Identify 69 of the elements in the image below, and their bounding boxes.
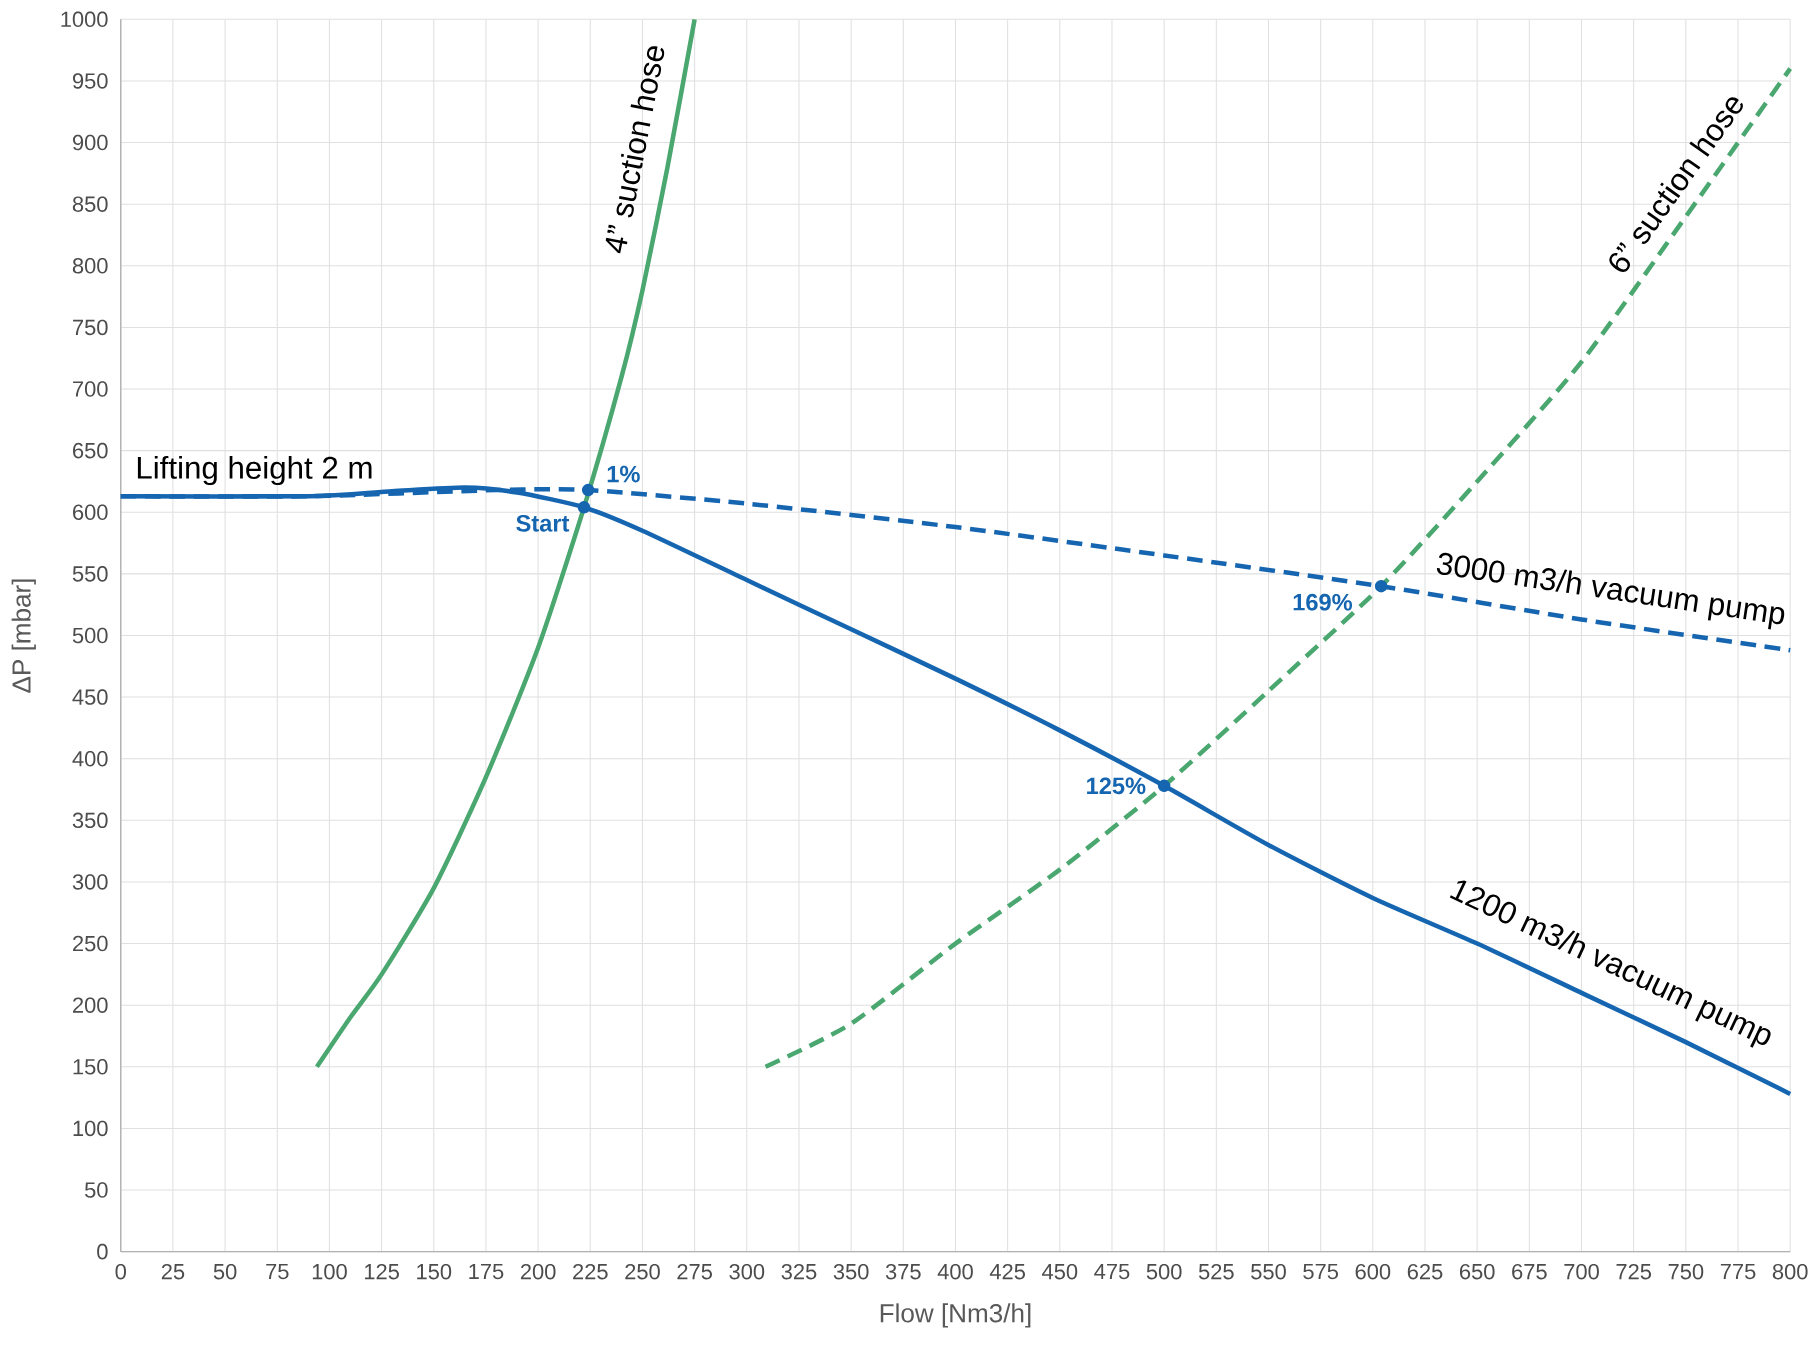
line-series — [314, 17, 697, 1070]
x-tick-label: 600 — [1355, 1264, 1391, 1280]
y-tick-label: 950 — [72, 73, 108, 89]
annotation: Start — [516, 515, 570, 532]
y-axis-title: ΔP [mbar] — [11, 579, 36, 693]
y-tick-label: 750 — [73, 319, 108, 336]
x-tick-label: 0 — [115, 1264, 126, 1280]
y-tick-label: 300 — [72, 874, 108, 890]
point — [577, 501, 591, 514]
x-tick-label: 300 — [729, 1264, 765, 1280]
x-tick-label: 150 — [417, 1264, 452, 1280]
y-tick-label: 50 — [84, 1182, 108, 1198]
y-tick-label: 550 — [72, 566, 108, 582]
x-tick-label: 400 — [937, 1264, 973, 1280]
x-tick-label: 525 — [1198, 1264, 1234, 1280]
x-tick-label: 800 — [1772, 1264, 1808, 1280]
x-tick-label: 75 — [266, 1264, 289, 1280]
annotation: 1% — [607, 465, 640, 483]
x-tick-label: 625 — [1407, 1264, 1443, 1280]
y-tick-label: 250 — [73, 935, 108, 952]
y-tick-label: 100 — [73, 1120, 108, 1137]
y-tick-label: 400 — [72, 751, 108, 767]
text: 4” suction hose — [605, 46, 665, 254]
line-series — [763, 66, 1793, 1070]
x-tick-label: 200 — [520, 1264, 556, 1280]
y-tick-label: 800 — [72, 258, 108, 274]
x-tick-label: 100 — [312, 1264, 347, 1280]
y-tick-label: 150 — [73, 1059, 108, 1075]
x-tick-label: 550 — [1251, 1264, 1286, 1280]
y-tick-label: 0 — [97, 1244, 108, 1260]
x-tick-label: 650 — [1459, 1264, 1495, 1280]
annotation: 125% — [1087, 777, 1146, 795]
y-tick-label: 350 — [72, 812, 108, 829]
y-tick-label: 650 — [73, 443, 108, 459]
x-tick-label: 325 — [781, 1264, 817, 1280]
y-tick-label: 450 — [72, 689, 108, 706]
annotation: 169% — [1293, 594, 1353, 611]
x-tick-label: 225 — [573, 1264, 608, 1280]
x-tick-label: 675 — [1512, 1264, 1547, 1280]
x-tick-label: 25 — [161, 1264, 185, 1280]
x-tick-label: 250 — [625, 1264, 660, 1280]
y-tick-label: 200 — [73, 997, 108, 1014]
x-tick-label: 775 — [1720, 1264, 1756, 1280]
x-tick-label: 725 — [1616, 1264, 1652, 1280]
point — [1374, 580, 1388, 593]
annotation: Lifting height 2 m — [137, 456, 372, 486]
y-tick-label: 850 — [72, 196, 108, 213]
text: 3000 m3/h vacuum pump — [1436, 553, 1785, 630]
x-tick-label: 450 — [1042, 1264, 1078, 1280]
x-tick-label: 575 — [1303, 1264, 1339, 1280]
x-tick-label: 700 — [1564, 1264, 1599, 1280]
y-tick-label: 900 — [72, 134, 108, 151]
x-tick-label: 750 — [1668, 1264, 1704, 1280]
y-tick-label: 700 — [73, 381, 108, 397]
point — [1157, 779, 1171, 793]
x-tick-label: 375 — [885, 1264, 921, 1280]
x-tick-label: 50 — [213, 1264, 237, 1280]
x-axis-title: Flow [Nm3/h] — [880, 1303, 1031, 1328]
y-tick-label: 1000 — [61, 11, 108, 28]
y-tick-label: 500 — [72, 627, 108, 644]
x-tick-label: 500 — [1146, 1264, 1182, 1280]
x-tick-label: 275 — [677, 1264, 712, 1280]
x-tick-label: 175 — [469, 1264, 504, 1280]
y-tick-label: 600 — [73, 504, 108, 521]
point — [581, 484, 595, 497]
x-tick-label: 350 — [833, 1264, 869, 1280]
x-tick-label: 425 — [989, 1264, 1025, 1280]
x-tick-label: 125 — [365, 1264, 399, 1280]
x-tick-label: 475 — [1094, 1264, 1130, 1280]
